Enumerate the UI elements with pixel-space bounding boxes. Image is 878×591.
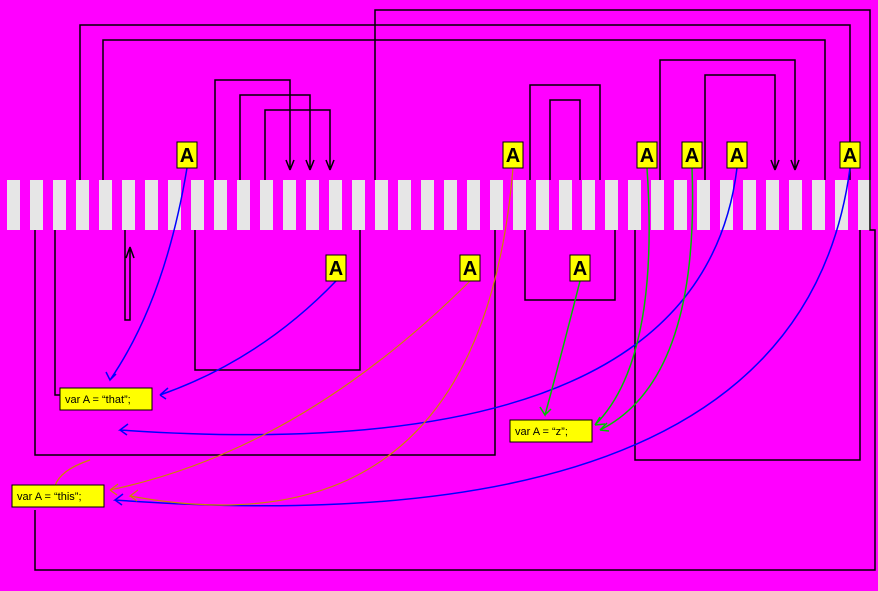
- a-label-text: A: [180, 145, 194, 167]
- slot-row: [7, 180, 871, 230]
- slot: [99, 180, 112, 230]
- a-label-text: A: [506, 145, 520, 167]
- wire: [103, 40, 825, 180]
- slot: [582, 180, 595, 230]
- slot: [329, 180, 342, 230]
- wires-black: [35, 10, 875, 570]
- slot: [214, 180, 227, 230]
- slot: [674, 180, 687, 230]
- slot: [513, 180, 526, 230]
- wire: [35, 10, 875, 570]
- a-label-text: A: [573, 258, 587, 280]
- slot: [352, 180, 365, 230]
- wire: [540, 281, 580, 415]
- wire: [55, 460, 90, 486]
- wire: [265, 110, 334, 180]
- var-box-text: var A = “that”;: [65, 394, 131, 406]
- slot: [651, 180, 664, 230]
- slot: [283, 180, 296, 230]
- slot: [30, 180, 43, 230]
- slot: [76, 180, 89, 230]
- slot: [122, 180, 135, 230]
- wire: [195, 230, 360, 370]
- slot: [7, 180, 20, 230]
- wire: [55, 230, 60, 395]
- slot: [559, 180, 572, 230]
- slot: [858, 180, 871, 230]
- slot: [53, 180, 66, 230]
- slot: [536, 180, 549, 230]
- slot: [812, 180, 825, 230]
- wire: [160, 281, 336, 399]
- a-label-text: A: [730, 145, 744, 167]
- var-box-text: var A = “this”;: [17, 491, 82, 503]
- a-label-text: A: [843, 145, 857, 167]
- slot: [628, 180, 641, 230]
- slot: [720, 180, 733, 230]
- slot: [145, 180, 158, 230]
- slot: [467, 180, 480, 230]
- wire: [595, 168, 649, 425]
- wire: [125, 230, 134, 320]
- slot: [168, 180, 181, 230]
- slot: [743, 180, 756, 230]
- diagram-canvas: A A A A A A A A A var A = “that”; var A = “z”; var…: [0, 0, 878, 591]
- a-label-text: A: [463, 258, 477, 280]
- slot: [835, 180, 848, 230]
- wire: [550, 100, 580, 180]
- slot: [237, 180, 250, 230]
- var-box-text: var A = “z”;: [515, 426, 568, 438]
- slot: [421, 180, 434, 230]
- a-label-text: A: [329, 258, 343, 280]
- slot: [766, 180, 779, 230]
- slot: [490, 180, 503, 230]
- wire: [110, 281, 470, 495]
- slot: [191, 180, 204, 230]
- slot: [697, 180, 710, 230]
- slot: [398, 180, 411, 230]
- slot: [789, 180, 802, 230]
- slot: [605, 180, 618, 230]
- a-label-text: A: [640, 145, 654, 167]
- slot: [260, 180, 273, 230]
- slot: [375, 180, 388, 230]
- wire: [635, 230, 860, 460]
- slot: [306, 180, 319, 230]
- wire: [240, 95, 314, 180]
- slot: [444, 180, 457, 230]
- a-label-text: A: [685, 145, 699, 167]
